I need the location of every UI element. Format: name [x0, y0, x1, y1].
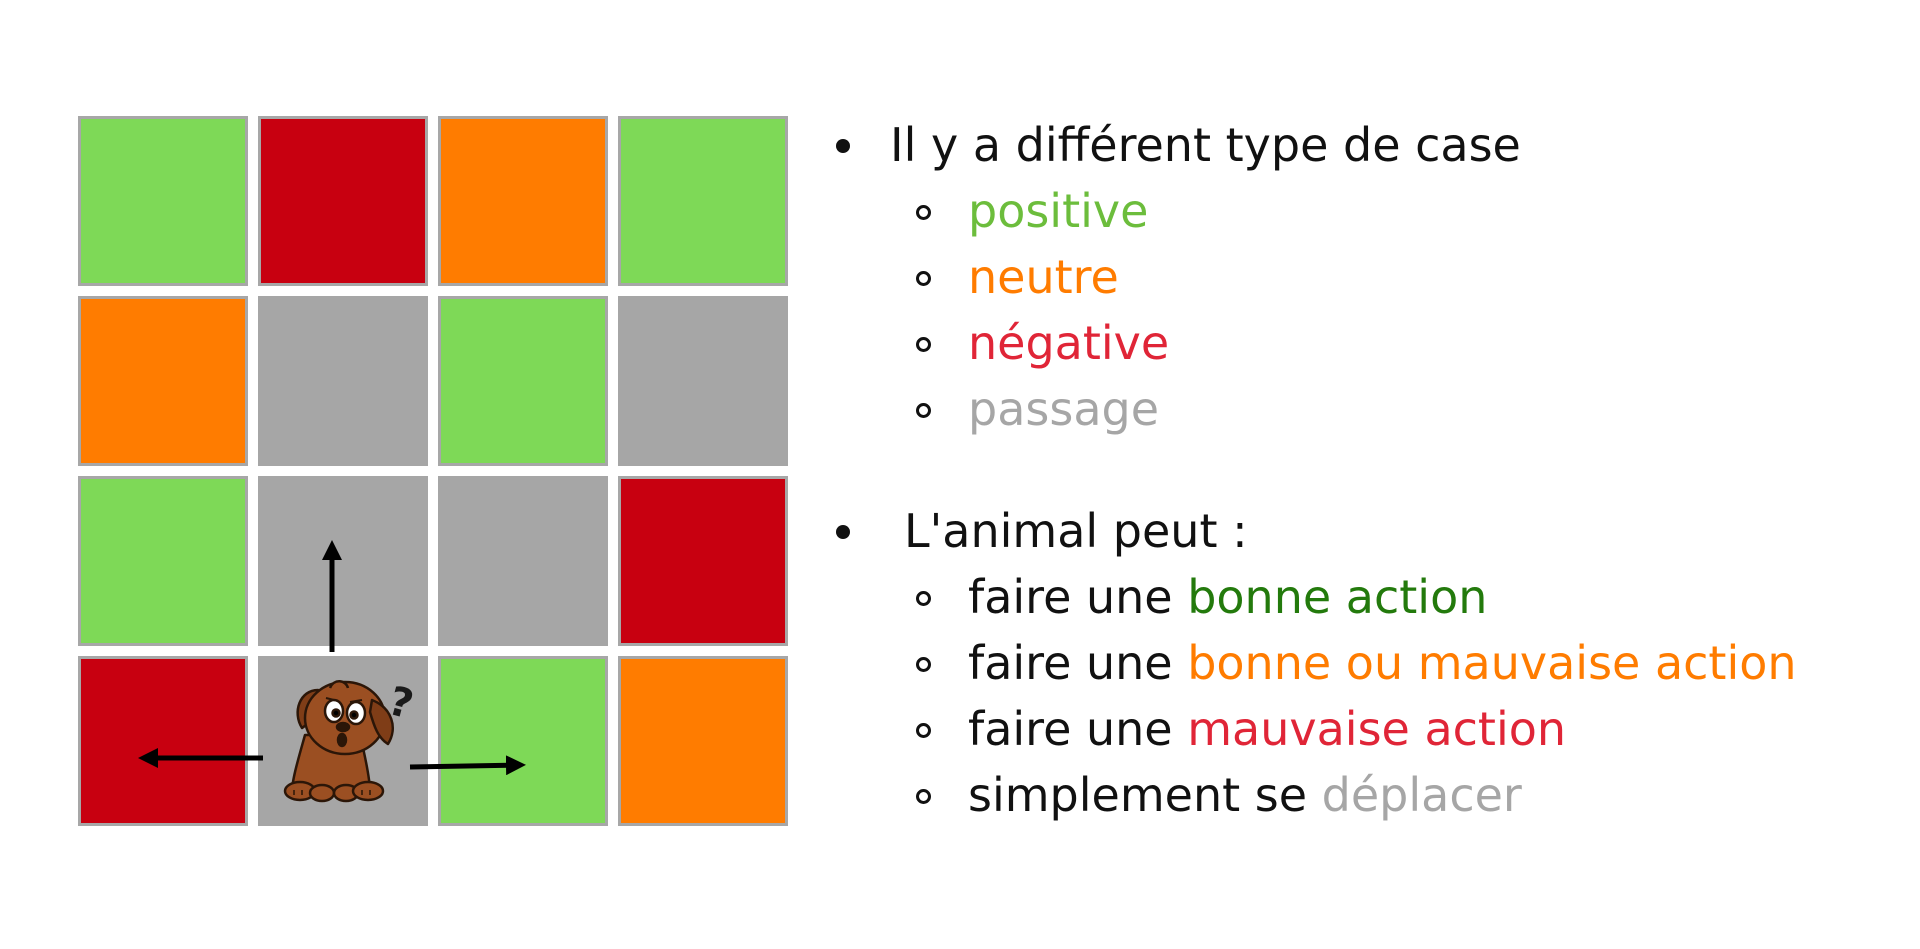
section1-heading: Il y a différent type de case [820, 112, 1900, 178]
section2-heading: L'animal peut : [820, 498, 1900, 564]
section1-heading-text: Il y a différent type de case [890, 118, 1521, 172]
hollow-bullet-icon [916, 403, 931, 418]
grid-cell-r3c2 [258, 476, 428, 646]
hollow-bullet-icon [916, 271, 931, 286]
label-positive: positive [968, 184, 1149, 238]
hollow-bullet-icon [916, 789, 931, 804]
grid-cell-r1c1 [78, 116, 248, 286]
item2-highlight-a: bonne [1187, 636, 1332, 690]
grid-cell-r2c3 [438, 296, 608, 466]
list-item-negative: négative [820, 310, 1900, 376]
list-item-passage: passage [820, 376, 1900, 442]
grid-cell-r4c2 [258, 656, 428, 826]
hollow-bullet-icon [916, 723, 931, 738]
list-item-mauvaise-action: faire une mauvaise action [820, 696, 1900, 762]
item3-highlight: mauvaise action [1187, 702, 1567, 756]
item1-prefix: faire une [968, 570, 1188, 624]
label-passage: passage [968, 382, 1160, 436]
legend-text: Il y a différent type de case positive n… [820, 112, 1900, 828]
list-item-positive: positive [820, 178, 1900, 244]
grid-cell-r3c4 [618, 476, 788, 646]
grid-cell-r4c3 [438, 656, 608, 826]
list-item-bonne-ou-mauvaise: faire une bonne ou mauvaise action [820, 630, 1900, 696]
grid-cell-r4c1 [78, 656, 248, 826]
label-neutre: neutre [968, 250, 1119, 304]
item2-middle: ou [1331, 636, 1418, 690]
grid-cell-r3c1 [78, 476, 248, 646]
grid-cell-r1c3 [438, 116, 608, 286]
grid-cell-r3c3 [438, 476, 608, 646]
hollow-bullet-icon [916, 591, 931, 606]
hollow-bullet-icon [916, 337, 931, 352]
grid-cell-r4c4 [618, 656, 788, 826]
grid-cell-r1c4 [618, 116, 788, 286]
section2-heading-text: L'animal peut : [904, 504, 1248, 558]
bullet-icon [836, 525, 850, 539]
list-item-deplacer: simplement se déplacer [820, 762, 1900, 828]
item1-highlight: bonne action [1187, 570, 1488, 624]
hollow-bullet-icon [916, 205, 931, 220]
label-negative: négative [968, 316, 1170, 370]
grid-cell-r2c1 [78, 296, 248, 466]
item4-highlight: déplacer [1321, 768, 1522, 822]
item2-highlight-b: mauvaise action [1417, 636, 1797, 690]
grid-cell-r2c2 [258, 296, 428, 466]
grid-world [78, 116, 788, 826]
item3-prefix: faire une [968, 702, 1188, 756]
item2-prefix: faire une [968, 636, 1188, 690]
grid-cell-r2c4 [618, 296, 788, 466]
item4-prefix: simplement se [968, 768, 1322, 822]
list-item-bonne-action: faire une bonne action [820, 564, 1900, 630]
hollow-bullet-icon [916, 657, 931, 672]
bullet-icon [836, 139, 850, 153]
list-item-neutre: neutre [820, 244, 1900, 310]
grid-cell-r1c2 [258, 116, 428, 286]
